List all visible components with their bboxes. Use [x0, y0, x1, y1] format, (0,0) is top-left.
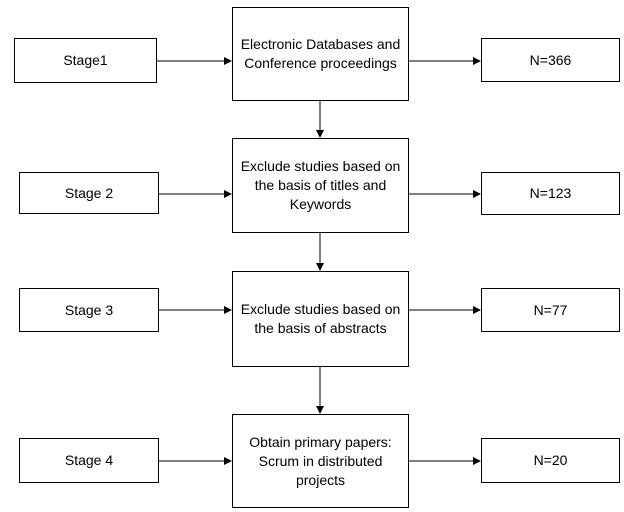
stage-3-label: Stage 3: [64, 301, 114, 318]
stage-3-process-text: Exclude studies based on the basis of ab…: [240, 301, 401, 336]
stage-4-box: Stage 4: [19, 438, 159, 483]
stage-2-process-text: Exclude studies based on the basis of ti…: [240, 158, 401, 212]
stage-2-box: Stage 2: [19, 172, 159, 214]
stage-1-box: Stage1: [14, 38, 157, 83]
stage-3-box: Stage 3: [19, 288, 159, 332]
stage-1-label: Stage1: [63, 52, 108, 68]
stage-3-count: N=77: [533, 301, 568, 318]
stage-3-count-box: N=77: [481, 288, 620, 332]
stage-4-process-box: Obtain primary papers: Scrum in distribu…: [232, 414, 409, 508]
stage-1-count-box: N=366: [481, 38, 620, 82]
stage-4-count: N=20: [533, 452, 568, 468]
stage-4-count-box: N=20: [481, 438, 620, 483]
stage-2-label: Stage 2: [64, 184, 114, 201]
stage-1-count: N=366: [529, 51, 572, 68]
stage-4-label: Stage 4: [64, 452, 114, 468]
stage-1-process-box: Electronic Databases and Conference proc…: [232, 7, 409, 101]
stage-3-process-box: Exclude studies based on the basis of ab…: [232, 271, 409, 367]
stage-1-process-text: Electronic Databases and Conference proc…: [240, 36, 401, 71]
stage-4-process-text: Obtain primary papers: Scrum in distribu…: [249, 433, 392, 488]
stage-2-count-box: N=123: [481, 172, 620, 215]
stage-2-process-box: Exclude studies based on the basis of ti…: [232, 138, 409, 233]
stage-2-count: N=123: [529, 185, 572, 201]
